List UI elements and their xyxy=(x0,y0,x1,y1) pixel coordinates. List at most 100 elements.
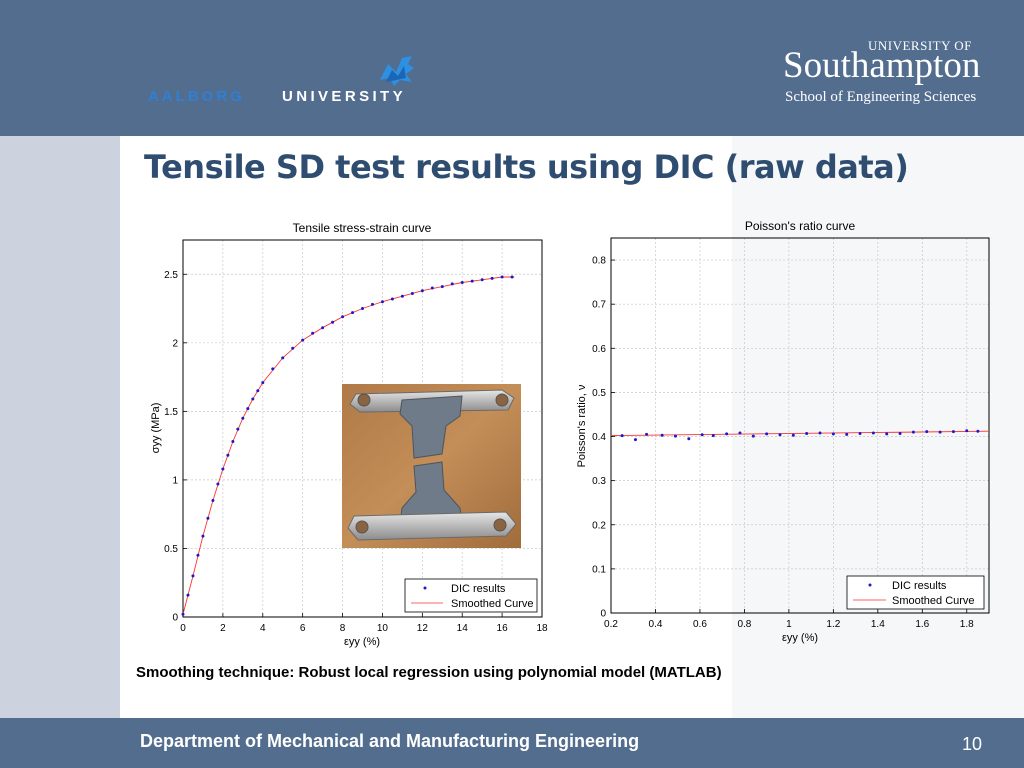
dic-data-point xyxy=(976,429,980,433)
chart-legend: DIC results Smoothed Curve xyxy=(846,575,985,610)
department-name: Department of Mechanical and Manufacturi… xyxy=(140,731,640,751)
chart-xlabel: εyy (%) xyxy=(344,636,380,648)
dic-data-point xyxy=(380,300,384,304)
dic-data-point xyxy=(805,431,809,435)
dic-data-point xyxy=(400,294,404,298)
dic-data-point xyxy=(480,278,484,282)
chart-ticks: 0.2 0.4 0.6 0.8 1 1.2 1.4 1.6 1.8 0 0.1 0.2 0.3 0.4 0.… xyxy=(592,256,974,630)
chart-plot-area xyxy=(182,239,543,618)
dic-data-point xyxy=(321,326,325,330)
dic-data-point xyxy=(765,432,769,436)
dic-data-point xyxy=(620,434,624,438)
dic-data-point xyxy=(751,434,755,438)
dic-data-point xyxy=(898,431,902,435)
x-tick-label: 0.8 xyxy=(737,619,751,630)
chart-legend: DIC results Smoothed Curve xyxy=(404,578,538,613)
dic-data-point xyxy=(311,331,315,335)
dic-data-point xyxy=(370,302,374,306)
x-tick-label: 0.2 xyxy=(604,619,618,630)
dic-data-point xyxy=(687,437,691,441)
dic-data-point xyxy=(410,291,414,295)
dic-data-point xyxy=(291,346,295,350)
dic-data-point xyxy=(818,431,822,435)
dic-data-point xyxy=(725,432,729,436)
southampton-school-name: School of Engineering Sciences xyxy=(785,89,977,105)
dic-data-point xyxy=(778,433,782,437)
dic-data-point xyxy=(951,430,955,434)
aalborg-wordmark: AALBORG xyxy=(148,88,245,105)
dic-data-point xyxy=(261,381,265,385)
dic-data-point xyxy=(660,433,664,437)
dic-data-point xyxy=(201,534,205,538)
x-tick-label: 2 xyxy=(220,623,226,634)
poissons-ratio-chart: Poisson's ratio curve 0.2 0.4 0.6 0.8 1 1.2 1.… xyxy=(576,219,990,644)
dic-data-point xyxy=(791,433,795,437)
dic-data-point xyxy=(633,438,637,442)
dic-data-point xyxy=(470,279,474,283)
southampton-wordmark: Southampton xyxy=(783,45,981,86)
page-number: 10 xyxy=(962,734,983,754)
dic-data-point xyxy=(251,397,255,401)
chart-xlabel: εyy (%) xyxy=(782,632,818,644)
aalborg-logo-icon xyxy=(380,56,414,86)
x-tick-label: 14 xyxy=(457,623,469,634)
x-tick-label: 0.6 xyxy=(693,619,707,630)
chart-title: Tensile stress-strain curve xyxy=(293,221,432,235)
chart-ylabel: Poisson's ratio, ν xyxy=(576,384,588,467)
dic-data-point xyxy=(831,432,835,436)
y-tick-label: 0 xyxy=(172,613,178,624)
dic-data-point xyxy=(645,432,649,436)
smoothing-caption: Smoothing technique: Robust local regres… xyxy=(136,664,722,681)
dic-data-point xyxy=(221,467,225,471)
chart-title: Poisson's ratio curve xyxy=(745,219,856,233)
dic-data-point xyxy=(256,389,260,393)
y-tick-label: 0.5 xyxy=(592,388,606,399)
chart-grid xyxy=(610,238,989,614)
header-bar xyxy=(0,0,1024,136)
chart-ticks: 0 2 4 6 8 10 12 14 16 18 0 0.5 1 1.5 2 2.5 xyxy=(164,270,548,634)
x-tick-label: 0.4 xyxy=(649,619,663,630)
dic-data-point xyxy=(271,367,275,371)
y-tick-label: 0.8 xyxy=(592,256,606,267)
dic-data-point xyxy=(191,574,195,578)
y-tick-label: 0.7 xyxy=(592,300,606,311)
dic-data-point xyxy=(420,289,424,293)
chart-ylabel: σyy (MPa) xyxy=(150,403,162,454)
dic-data-point xyxy=(938,430,942,434)
dic-data-point xyxy=(738,431,742,435)
x-tick-label: 18 xyxy=(536,623,548,634)
x-tick-label: 16 xyxy=(497,623,509,634)
y-tick-label: 0 xyxy=(600,609,606,620)
dic-data-point xyxy=(361,307,364,311)
slide-title: Tensile SD test results using DIC (raw d… xyxy=(144,148,909,186)
dic-data-point xyxy=(700,433,704,437)
dic-data-point xyxy=(341,315,345,319)
x-tick-label: 4 xyxy=(260,623,266,634)
dic-data-point xyxy=(231,440,235,444)
aalborg-university-wordmark: UNIVERSITY xyxy=(282,88,407,105)
y-tick-label: 0.2 xyxy=(592,520,606,531)
y-tick-label: 0.3 xyxy=(592,476,606,487)
dic-data-point xyxy=(390,297,394,301)
chart-series xyxy=(181,275,515,616)
y-tick-label: 0.5 xyxy=(164,544,178,555)
dic-data-point xyxy=(211,498,215,502)
dic-data-point xyxy=(331,320,335,324)
dic-data-point xyxy=(510,275,514,279)
legend-smoothed-label: Smoothed Curve xyxy=(892,595,975,607)
dic-data-point xyxy=(216,482,220,486)
y-tick-label: 2 xyxy=(172,338,178,349)
x-tick-label: 1.6 xyxy=(915,619,929,630)
dic-data-point xyxy=(236,427,240,431)
dic-data-point xyxy=(281,356,285,360)
x-tick-label: 6 xyxy=(300,623,306,634)
dic-data-point xyxy=(885,432,889,436)
dic-data-point xyxy=(858,431,862,435)
x-tick-label: 8 xyxy=(340,623,346,634)
dic-data-point xyxy=(673,434,677,438)
x-tick-label: 1.2 xyxy=(826,619,840,630)
fractured-specimen-photo xyxy=(342,384,521,548)
x-tick-label: 1 xyxy=(786,619,792,630)
dic-data-point xyxy=(925,430,929,434)
legend-smoothed-label: Smoothed Curve xyxy=(451,598,534,610)
